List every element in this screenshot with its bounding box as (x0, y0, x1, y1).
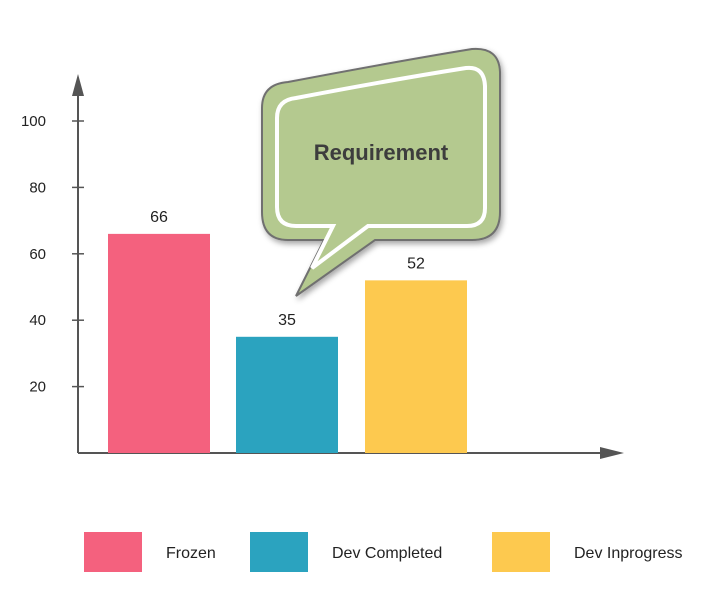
x-axis-arrow (600, 447, 624, 459)
legend-label: Frozen (166, 545, 216, 562)
y-tick-label: 80 (29, 179, 46, 196)
legend-swatch (84, 532, 142, 572)
y-tick-label: 60 (29, 246, 46, 263)
y-ticks: 20 40 60 80 100 (21, 113, 84, 396)
y-axis-arrow (72, 74, 84, 96)
callout-text: Requirement (314, 140, 449, 165)
legend-label: Dev Completed (332, 545, 442, 562)
requirement-callout: Requirement (261, 47, 501, 297)
legend-label: Dev Inprogress (574, 545, 683, 562)
bar (236, 336, 338, 453)
bar (365, 280, 467, 453)
data-label: 52 (407, 255, 425, 272)
data-label: 66 (150, 209, 168, 226)
bars (108, 233, 467, 453)
y-tick-label: 40 (29, 312, 46, 329)
legend-swatch (250, 532, 308, 572)
y-tick-label: 100 (21, 113, 46, 130)
legend: Frozen Dev Completed Dev Inprogress (84, 532, 683, 572)
value-labels: 66 35 52 (150, 209, 425, 329)
legend-swatch (492, 532, 550, 572)
bar (108, 233, 210, 453)
data-label: 35 (278, 312, 296, 329)
y-tick-label: 20 (29, 379, 46, 396)
callout-bubble-inner (275, 65, 487, 270)
